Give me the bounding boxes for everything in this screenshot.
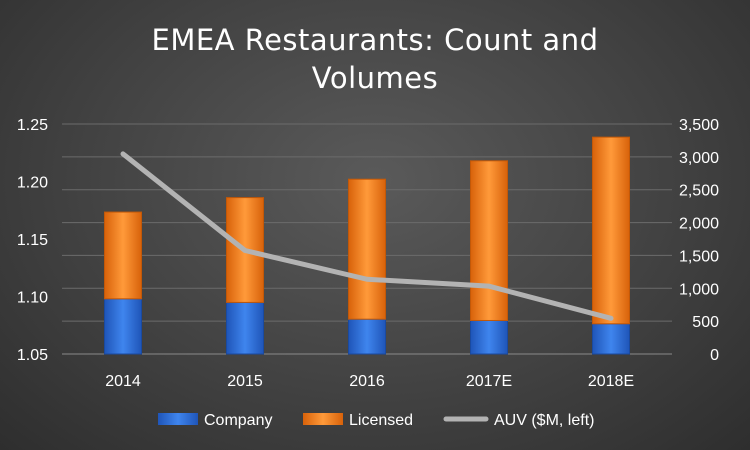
right-tick-label: 3,500 [679, 117, 719, 134]
right-tick-label: 2,500 [679, 183, 719, 200]
left-tick-label: 1.10 [17, 290, 48, 307]
legend: Company Licensed AUV ($M, left) [158, 412, 594, 429]
bar-licensed [592, 136, 630, 325]
bar-company [348, 318, 386, 355]
left-tick-label: 1.05 [17, 347, 48, 364]
right-axis: 0 500 1,000 1,500 2,000 2,500 3,000 3,500 [679, 117, 719, 364]
chart-title-line-2: Volumes [312, 61, 438, 95]
bar-company [104, 298, 142, 355]
x-tick-label: 2016 [349, 373, 385, 390]
x-tick-label: 2014 [105, 373, 141, 390]
right-tick-label: 1,000 [679, 281, 719, 298]
bars [104, 136, 630, 355]
left-axis: 1.05 1.10 1.15 1.20 1.25 [17, 117, 48, 364]
right-tick-label: 1,500 [679, 248, 719, 265]
x-axis: 2014 2015 2016 2017E 2018E [105, 373, 634, 390]
chart-title-line-1: EMEA Restaurants: Count and [152, 23, 599, 57]
x-tick-label: 2015 [227, 373, 263, 390]
legend-label: Company [204, 412, 272, 429]
bar-company [592, 323, 630, 355]
legend-swatch [158, 413, 198, 425]
x-tick-label: 2018E [588, 373, 634, 390]
right-tick-label: 500 [692, 314, 719, 331]
left-tick-label: 1.20 [17, 175, 48, 192]
auv-line [120, 151, 614, 321]
bar-licensed [348, 178, 386, 320]
right-tick-label: 0 [710, 347, 719, 364]
bar-company [226, 301, 264, 355]
legend-label: Licensed [349, 412, 413, 429]
left-tick-label: 1.25 [17, 117, 48, 134]
x-tick-label: 2017E [466, 373, 512, 390]
left-tick-label: 1.15 [17, 232, 48, 249]
legend-swatch [303, 413, 343, 425]
bar-company [470, 319, 508, 355]
bar-licensed [104, 211, 142, 300]
right-tick-label: 3,000 [679, 150, 719, 167]
legend-label: AUV ($M, left) [494, 412, 594, 429]
right-tick-label: 2,000 [679, 216, 719, 233]
bar-licensed [470, 160, 508, 321]
